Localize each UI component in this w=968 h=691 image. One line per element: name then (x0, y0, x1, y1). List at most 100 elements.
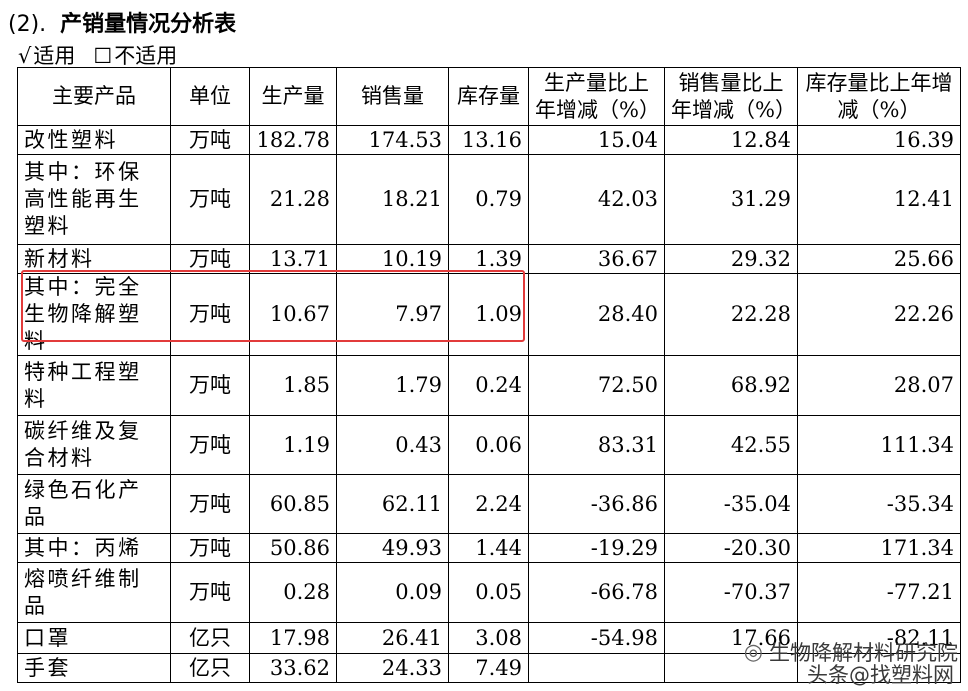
sales-change-cell: 29.32 (664, 244, 798, 274)
header-product: 主要产品 (17, 67, 171, 126)
production-change-cell: 83.31 (528, 415, 665, 475)
inventory-cell: 2.24 (448, 474, 529, 534)
unit-cell: 万吨 (170, 125, 250, 155)
inventory-cell: 3.08 (448, 622, 529, 654)
applicable-label: 适用 (33, 44, 76, 68)
sales-change-cell: -35.04 (664, 474, 798, 534)
table-row: 其中：丙烯 万吨 50.86 49.93 1.44 -19.29 -20.30 … (17, 533, 961, 563)
sales-change-cell: 68.92 (664, 355, 798, 416)
sales-cell: 0.43 (336, 415, 449, 475)
inventory-change-cell: 28.07 (797, 355, 961, 416)
inventory-change-cell: 111.34 (797, 415, 961, 475)
inventory-cell: 0.06 (448, 415, 529, 475)
wechat-icon: ◎ (743, 639, 763, 665)
watermark-line2: 头条@找塑料网 (807, 663, 954, 687)
section-title: (2). 产销量情况分析表 (8, 6, 236, 38)
production-change-cell: 28.40 (528, 273, 665, 356)
applicability-row: √适用 ☐不适用 (18, 40, 177, 70)
product-name: 其中：完全生物降解塑料 (17, 273, 171, 356)
sales-change-cell (664, 653, 798, 683)
header-inventory: 库存量 (448, 67, 529, 126)
production-cell: 21.28 (249, 154, 337, 245)
sales-cell: 24.33 (336, 653, 449, 683)
sales-change-cell: -70.37 (664, 562, 798, 623)
production-sales-table: 主要产品 单位 生产量 销售量 库存量 生产量比上年增减（%） 销售量比上年增减… (17, 67, 961, 683)
table-row: 碳纤维及复合材料 万吨 1.19 0.43 0.06 83.31 42.55 1… (17, 415, 961, 475)
inventory-change-cell: 171.34 (797, 533, 961, 563)
sales-change-cell: 42.55 (664, 415, 798, 475)
header-sales: 销售量 (336, 67, 449, 126)
sales-change-cell: 22.28 (664, 273, 798, 356)
table-row: 手套 亿只 33.62 24.33 7.49 (17, 653, 961, 683)
table-row-highlighted: 其中：完全生物降解塑料 万吨 10.67 7.97 1.09 28.40 22.… (17, 273, 961, 356)
inventory-change-cell (797, 653, 961, 683)
unit-cell: 万吨 (170, 562, 250, 623)
product-name: 手套 (17, 653, 171, 683)
sales-cell: 18.21 (336, 154, 449, 245)
unit-cell: 万吨 (170, 355, 250, 416)
unit-cell: 亿只 (170, 653, 250, 683)
inventory-cell: 0.79 (448, 154, 529, 245)
header-production-change: 生产量比上年增减（%） (528, 67, 665, 126)
sales-change-cell: -20.30 (664, 533, 798, 563)
unit-cell: 万吨 (170, 154, 250, 245)
production-change-cell: 42.03 (528, 154, 665, 245)
inventory-change-cell: -77.21 (797, 562, 961, 623)
inventory-cell: 0.05 (448, 562, 529, 623)
production-cell: 17.98 (249, 622, 337, 654)
checkbox-icon: ☐ (93, 44, 113, 68)
production-cell: 182.78 (249, 125, 337, 155)
unit-cell: 万吨 (170, 533, 250, 563)
inventory-change-cell: 22.26 (797, 273, 961, 356)
inventory-change-cell: 25.66 (797, 244, 961, 274)
production-cell: 33.62 (249, 653, 337, 683)
product-name: 改性塑料 (17, 125, 171, 155)
sales-cell: 174.53 (336, 125, 449, 155)
product-name: 口罩 (17, 622, 171, 654)
watermark-secondary: 头条@找塑料网 (807, 659, 954, 689)
inventory-change-cell: -35.34 (797, 474, 961, 534)
inventory-cell: 13.16 (448, 125, 529, 155)
sales-cell: 10.19 (336, 244, 449, 274)
product-name: 碳纤维及复合材料 (17, 415, 171, 475)
header-inventory-change: 库存量比上年增减（%） (797, 67, 961, 126)
product-name: 熔喷纤维制品 (17, 562, 171, 623)
production-cell: 50.86 (249, 533, 337, 563)
production-cell: 10.67 (249, 273, 337, 356)
production-change-cell: 36.67 (528, 244, 665, 274)
inventory-change-cell: 16.39 (797, 125, 961, 155)
production-cell: 13.71 (249, 244, 337, 274)
watermark: ◎ 生物降解材料研究院 (744, 637, 958, 667)
sales-change-cell: 12.84 (664, 125, 798, 155)
checkmark-icon: √ (18, 44, 32, 68)
table-row: 新材料 万吨 13.71 10.19 1.39 36.67 29.32 25.6… (17, 244, 961, 274)
production-cell: 1.19 (249, 415, 337, 475)
production-change-cell: -54.98 (528, 622, 665, 654)
table-header-row: 主要产品 单位 生产量 销售量 库存量 生产量比上年增减（%） 销售量比上年增减… (17, 67, 961, 126)
table-row: 熔喷纤维制品 万吨 0.28 0.09 0.05 -66.78 -70.37 -… (17, 562, 961, 623)
section-number: (2). (8, 12, 47, 37)
unit-cell: 万吨 (170, 474, 250, 534)
header-sales-change: 销售量比上年增减（%） (664, 67, 798, 126)
unit-cell: 万吨 (170, 273, 250, 356)
production-change-cell (528, 653, 665, 683)
header-unit: 单位 (170, 67, 250, 126)
product-name: 绿色石化产品 (17, 474, 171, 534)
table-row: 改性塑料 万吨 182.78 174.53 13.16 15.04 12.84 … (17, 125, 961, 155)
header-production: 生产量 (249, 67, 337, 126)
inventory-cell: 1.39 (448, 244, 529, 274)
product-name: 特种工程塑料 (17, 355, 171, 416)
sales-cell: 62.11 (336, 474, 449, 534)
sales-change-cell: 31.29 (664, 154, 798, 245)
sales-cell: 0.09 (336, 562, 449, 623)
inventory-cell: 1.09 (448, 273, 529, 356)
production-change-cell: -66.78 (528, 562, 665, 623)
product-name: 其中：丙烯 (17, 533, 171, 563)
production-cell: 60.85 (249, 474, 337, 534)
sales-cell: 1.79 (336, 355, 449, 416)
production-change-cell: 72.50 (528, 355, 665, 416)
production-change-cell: -19.29 (528, 533, 665, 563)
product-name: 其中：环保高性能再生塑料 (17, 154, 171, 245)
sales-cell: 7.97 (336, 273, 449, 356)
table-row: 特种工程塑料 万吨 1.85 1.79 0.24 72.50 68.92 28.… (17, 355, 961, 416)
